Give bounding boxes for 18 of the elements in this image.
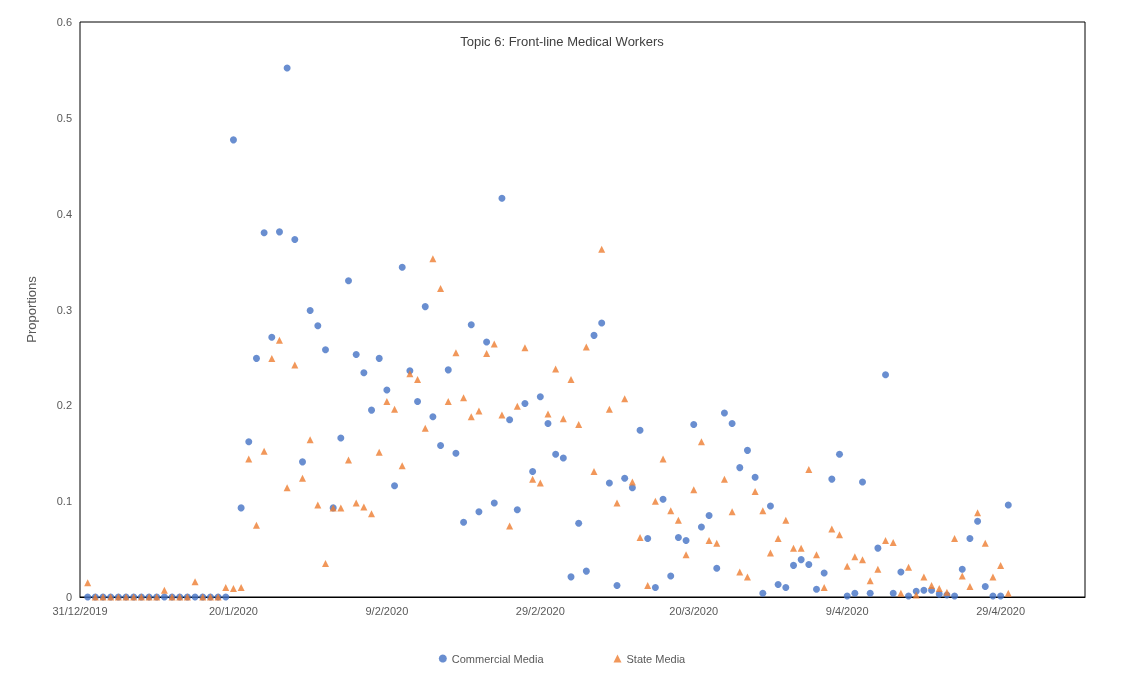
y-tick-label: 0 [65, 591, 72, 603]
x-tick-label: 9/2/2020 [365, 604, 409, 617]
y-tick-label: 0.3 [56, 303, 72, 316]
x-tick-label: 31/12/2019 [52, 604, 108, 617]
x-tick-label: 29/4/2020 [976, 604, 1026, 617]
y-tick-label: 0.6 [56, 16, 72, 28]
x-tick-label: 9/4/2020 [825, 604, 869, 617]
legend-label: Commercial Media [451, 652, 545, 665]
y-tick-label: 0.4 [56, 207, 72, 220]
text: Topic 6: Front-line Medical Workers [460, 34, 665, 49]
x-tick-label: 20/1/2020 [208, 604, 258, 617]
legend-label: State Media [626, 652, 687, 665]
y-tick-label: 0.2 [56, 399, 72, 412]
x-tick-label: 29/2/2020 [515, 604, 565, 617]
x-tick-label: 20/3/2020 [669, 604, 719, 617]
y-tick-label: 0.5 [56, 111, 72, 124]
y-axis-title: Proportions [24, 275, 39, 343]
y-tick-label: 0.1 [56, 495, 72, 508]
